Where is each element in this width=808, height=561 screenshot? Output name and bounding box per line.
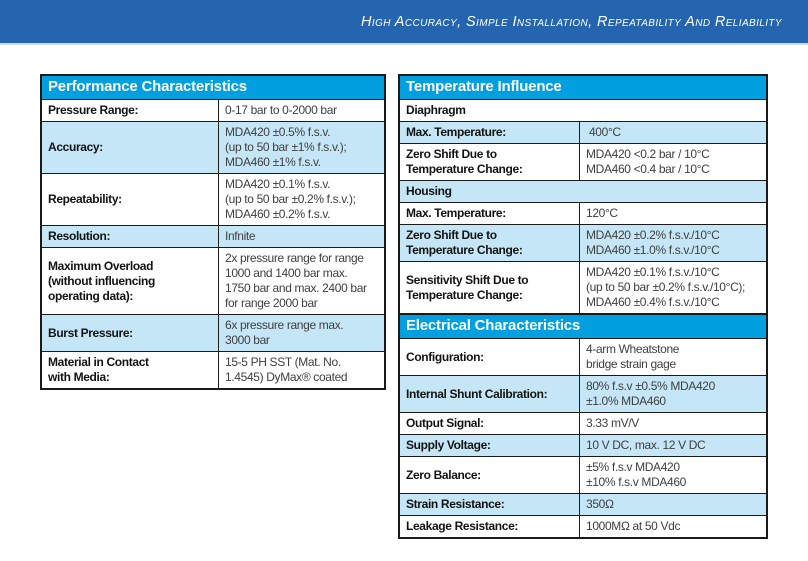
spec-row: Resolution: Infnite [42, 226, 384, 248]
performance-table-title: Performance Characteristics [42, 76, 384, 100]
spec-row: Strain Resistance: 350Ω [400, 494, 766, 516]
spec-value: ±5% f.s.v MDA420 ±10% f.s.v MDA460 [586, 460, 687, 489]
spec-label: Output Signal: [400, 413, 580, 434]
section-row: Diaphragm [400, 100, 766, 122]
spec-label: Internal Shunt Calibration: [400, 376, 580, 412]
spec-label: Pressure Range: [42, 100, 219, 121]
spec-row: Max. Temperature: 120°C [400, 203, 766, 225]
spec-value: 1000MΩ at 50 Vdc [586, 519, 681, 533]
spec-value: 10 V DC, max. 12 V DC [586, 438, 706, 452]
spec-label: Max. Temperature: [400, 122, 580, 143]
spec-row: Leakage Resistance: 1000MΩ at 50 Vdc [400, 516, 766, 537]
spec-label: Accuracy: [42, 122, 219, 173]
spec-label: Zero Balance: [400, 457, 580, 493]
spec-value: 6x pressure range max. 3000 bar [225, 318, 344, 347]
spec-label: Sensitivity Shift Due to Temperature Cha… [400, 262, 580, 313]
spec-row: Burst Pressure: 6x pressure range max. 3… [42, 315, 384, 352]
section-label: Housing [406, 184, 452, 198]
spec-label: Zero Shift Due to Temperature Change: [400, 225, 580, 261]
spec-label: Strain Resistance: [400, 494, 580, 515]
spec-row: Zero Shift Due to Temperature Change: MD… [400, 144, 766, 181]
spec-label: Zero Shift Due to Temperature Change: [400, 144, 580, 180]
section-label: Diaphragm [406, 103, 466, 117]
spec-row: Zero Balance: ±5% f.s.v MDA420 ±10% f.s.… [400, 457, 766, 494]
top-banner: High Accuracy, Simple Installation, Repe… [0, 0, 808, 45]
section-row: Housing [400, 181, 766, 203]
spec-value: 120°C [586, 206, 618, 220]
page-content: Performance Characteristics Pressure Ran… [40, 74, 808, 539]
spec-label: Repeatability: [42, 174, 219, 225]
spec-row: Zero Shift Due to Temperature Change: MD… [400, 225, 766, 262]
spec-row: Sensitivity Shift Due to Temperature Cha… [400, 262, 766, 314]
spec-value: 2x pressure range for range 1000 and 140… [225, 251, 367, 310]
spec-label: Max. Temperature: [400, 203, 580, 224]
spec-row: Output Signal: 3.33 mV/V [400, 413, 766, 435]
spec-row: Maximum Overload (without influencing op… [42, 248, 384, 315]
spec-value: MDA420 ±0.1% f.s.v./10°C (up to 50 bar ±… [586, 265, 746, 309]
spec-value: MDA420 ±0.1% f.s.v. (up to 50 bar ±0.2% … [225, 177, 356, 221]
temperature-electrical-table: Temperature Influence Diaphragm Max. Tem… [398, 74, 768, 539]
electrical-table-title: Electrical Characteristics [400, 314, 766, 339]
banner-tagline: High Accuracy, Simple Installation, Repe… [361, 13, 782, 30]
spec-row: Pressure Range: 0-17 bar to 0-2000 bar [42, 100, 384, 122]
spec-label: Resolution: [42, 226, 219, 247]
spec-row: Supply Voltage: 10 V DC, max. 12 V DC [400, 435, 766, 457]
spec-label: Material in Contact with Media: [42, 352, 219, 388]
spec-row: Accuracy: MDA420 ±0.5% f.s.v. (up to 50 … [42, 122, 384, 174]
spec-label: Maximum Overload (without influencing op… [42, 248, 219, 314]
spec-value: 4-arm Wheatstone bridge strain gage [586, 342, 680, 371]
spec-label: Configuration: [400, 339, 580, 375]
spec-value: Infnite [225, 229, 256, 243]
spec-row: Repeatability: MDA420 ±0.1% f.s.v. (up t… [42, 174, 384, 226]
spec-value: MDA420 ±0.5% f.s.v. (up to 50 bar ±1% f.… [225, 125, 347, 169]
spec-label: Supply Voltage: [400, 435, 580, 456]
spec-label: Leakage Resistance: [400, 516, 580, 537]
spec-value: MDA420 ±0.2% f.s.v./10°C MDA460 ±1.0% f.… [586, 228, 720, 257]
spec-value: 400°C [586, 125, 621, 139]
spec-row: Internal Shunt Calibration: 80% f.s.v ±0… [400, 376, 766, 413]
spec-row: Material in Contact with Media: 15-5 PH … [42, 352, 384, 388]
temperature-table-title: Temperature Influence [400, 76, 766, 100]
performance-characteristics-table: Performance Characteristics Pressure Ran… [40, 74, 386, 390]
spec-value: 350Ω [586, 497, 614, 511]
spec-label: Burst Pressure: [42, 315, 219, 351]
spec-row: Configuration: 4-arm Wheatstone bridge s… [400, 339, 766, 376]
spec-value: 0-17 bar to 0-2000 bar [225, 103, 337, 117]
spec-value: 80% f.s.v ±0.5% MDA420 ±1.0% MDA460 [586, 379, 715, 408]
spec-value: MDA420 <0.2 bar / 10°C MDA460 <0.4 bar /… [586, 147, 710, 176]
spec-value: 3.33 mV/V [586, 416, 639, 430]
spec-row: Max. Temperature: 400°C [400, 122, 766, 144]
spec-value: 15-5 PH SST (Mat. No. 1.4545) DyMax® coa… [225, 355, 348, 384]
